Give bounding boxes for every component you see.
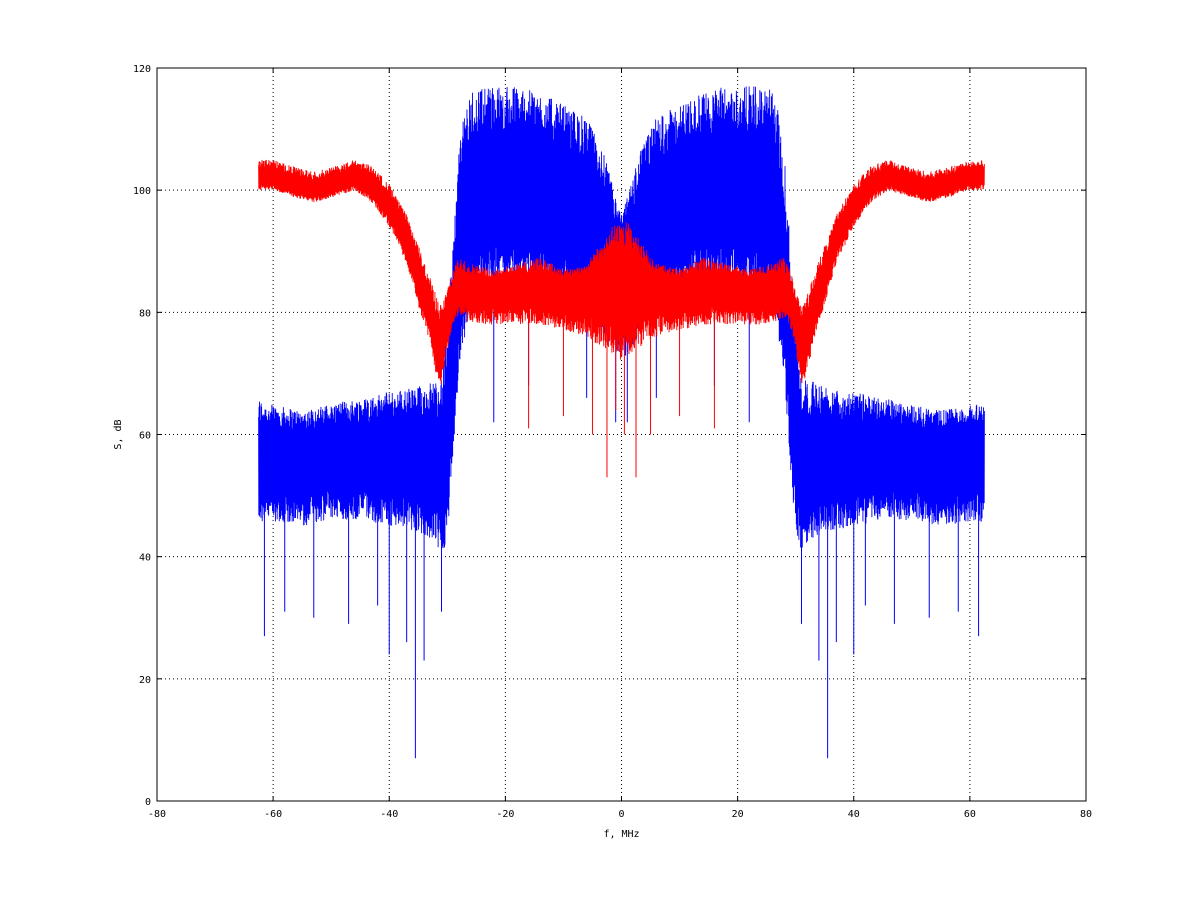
data-series: [258, 86, 985, 759]
y-tick-label: 0: [145, 797, 151, 808]
series-0-trace: [258, 86, 985, 759]
y-axis-label: S, dB: [113, 419, 124, 449]
x-tick-label: 0: [618, 809, 624, 820]
x-tick-label: -40: [380, 809, 398, 820]
y-tick-label: 60: [139, 431, 151, 442]
y-tick-label: 120: [133, 64, 151, 75]
y-tick-label: 40: [139, 553, 151, 564]
x-tick-label: -20: [496, 809, 514, 820]
x-axis-label: f, MHz: [603, 829, 639, 840]
x-tick-label: -80: [148, 809, 166, 820]
x-tick-label: 60: [964, 809, 976, 820]
y-tick-label: 100: [133, 186, 151, 197]
series-1-line: [258, 159, 985, 385]
y-tick-label: 20: [139, 675, 151, 686]
series-1-trace: [258, 159, 985, 478]
x-tick-label: 20: [732, 809, 744, 820]
series-0-line: [258, 86, 985, 549]
axis-ticks: -80 -60 -40 -20 0 20 40 60 80 0 20 40 60 80 100 120: [133, 64, 1092, 820]
x-tick-label: -60: [264, 809, 282, 820]
x-tick-label: 80: [1080, 809, 1092, 820]
y-tick-label: 80: [139, 308, 151, 319]
x-tick-label: 40: [848, 809, 860, 820]
